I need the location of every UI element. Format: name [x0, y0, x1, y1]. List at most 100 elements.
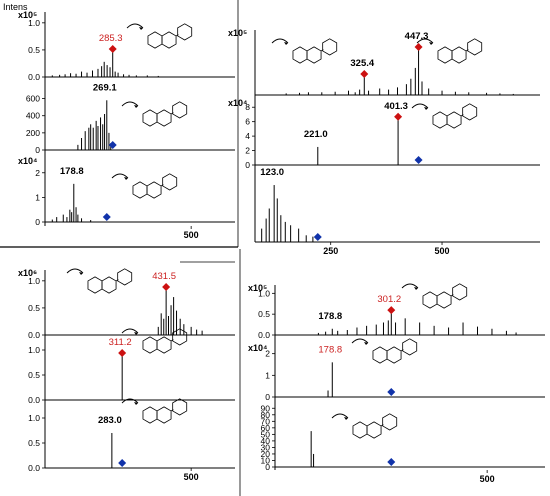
precursor-diamond-red: [162, 282, 171, 291]
fragmentation-arrow-icon: [416, 38, 434, 44]
fragmentation-arrow-icon: [111, 173, 129, 179]
precursor-diamond-blue: [118, 459, 127, 467]
y-tick-label: 50: [261, 429, 271, 439]
precursor-diamond-red: [108, 45, 117, 53]
precursor-diamond-blue: [313, 233, 322, 241]
y-tick-label: 0.0: [28, 463, 40, 473]
peak-label: 178.8: [60, 166, 84, 177]
precursor-diamond-red: [414, 42, 423, 51]
y-tick-label: 2: [265, 349, 270, 359]
structure-icon: [142, 328, 188, 354]
y-tick-label: 0: [245, 160, 250, 170]
peak-label: 123.0: [260, 167, 284, 178]
fragmentation-arrow-icon: [126, 23, 144, 29]
multiplier-label: x10⁴: [228, 98, 247, 108]
top-right-plot-1: x10⁵ 325.4 447.3: [228, 28, 540, 96]
multiplier-label: x10⁶: [18, 268, 37, 278]
structure-icon: [432, 103, 478, 129]
y-tick-label: 0.5: [28, 370, 40, 380]
precursor-diamond-blue: [387, 388, 396, 396]
y-tick-label: 4: [245, 131, 250, 141]
y-tick-label: 0.5: [28, 303, 40, 313]
y-tick-label: 20: [261, 449, 271, 459]
fragmentation-arrow-icon: [121, 328, 139, 334]
precursor-diamond-blue: [387, 458, 396, 466]
y-tick-label: 0.0: [28, 330, 40, 340]
peak-label: 178.8: [318, 311, 342, 322]
structure-icon: [292, 38, 338, 64]
y-tick-label: 70: [261, 416, 271, 426]
structure-icon: [422, 283, 468, 309]
precursor-diamond-blue: [102, 213, 111, 221]
y-tick-label: 60: [261, 423, 271, 433]
bottom-left-plot-3: 0.0 0.5 1.0 283.0: [28, 413, 235, 473]
y-tick-label: 200: [26, 128, 40, 138]
fragmentation-arrow-icon: [351, 338, 369, 344]
y-tick-label: 0: [35, 217, 40, 227]
peak-label: 269.1: [93, 82, 117, 93]
y-tick-label: 0.5: [258, 309, 270, 319]
x-tick-label: 250: [323, 246, 338, 256]
x-tick-label: 500: [480, 474, 495, 484]
structure-icon: [142, 101, 188, 127]
x-tick-label: 500: [184, 472, 199, 482]
peak-label: 325.4: [350, 58, 374, 69]
peak-label: 221.0: [304, 129, 328, 140]
peak-label: 447.3: [405, 31, 429, 42]
fragmentation-arrow-icon: [121, 101, 139, 107]
fragmentation-arrow-icon: [401, 283, 419, 289]
structure-icon: [132, 173, 178, 199]
precursor-diamond-blue: [414, 156, 423, 164]
y-tick-label: 1: [35, 192, 40, 202]
fragmentation-arrow-icon: [331, 413, 349, 419]
y-tick-label: 0.0: [28, 395, 40, 405]
structure-icon: [147, 23, 193, 49]
fragmentation-arrow-icon: [121, 398, 139, 404]
precursor-diamond-red: [387, 306, 396, 315]
y-tick-label: 10: [261, 455, 271, 465]
y-tick-label: 0.0: [28, 72, 40, 82]
multiplier-label: x10⁵: [248, 283, 267, 293]
top-left-plot-2: 0 200 400 600 269.1: [26, 82, 235, 155]
fragmentation-arrow-icon: [66, 268, 84, 274]
y-tick-label: 0: [265, 392, 270, 402]
precursor-diamond-red: [360, 70, 369, 79]
peak-label: 301.2: [377, 294, 401, 305]
multiplier-label: x10⁵: [228, 28, 247, 38]
precursor-diamond-blue: [108, 141, 117, 149]
y-tick-label: 0: [265, 462, 270, 472]
top-left-plot-3: 0 1 2 x10⁴ 178.8: [18, 156, 235, 227]
structure-icon: [142, 398, 188, 424]
y-tick-label: 1.0: [28, 413, 40, 423]
structure-icon: [87, 268, 133, 294]
peak-label: 311.2: [109, 337, 132, 348]
y-tick-label: 1: [265, 370, 270, 380]
fragmentation-arrow-icon: [411, 103, 429, 109]
figure-label: Intens: [3, 2, 28, 12]
y-tick-label: 2: [245, 146, 250, 156]
peak-label: 283.0: [98, 415, 122, 426]
y-tick-label: 80: [261, 410, 271, 420]
peak-label: 431.5: [152, 271, 176, 282]
bottom-left-plot-2: 0.0 0.5 1.0 311.2: [28, 337, 235, 405]
y-tick-label: 1.0: [28, 345, 40, 355]
peak-label: 178.8: [318, 344, 342, 355]
multiplier-label: x10⁴: [248, 343, 267, 353]
y-tick-label: 0: [35, 145, 40, 155]
structure-icon: [437, 38, 483, 64]
y-tick-label: 0.5: [28, 45, 40, 55]
y-tick-label: 1.0: [28, 18, 40, 28]
y-tick-label: 0.0: [258, 330, 270, 340]
x-tick-label: 500: [435, 246, 450, 256]
